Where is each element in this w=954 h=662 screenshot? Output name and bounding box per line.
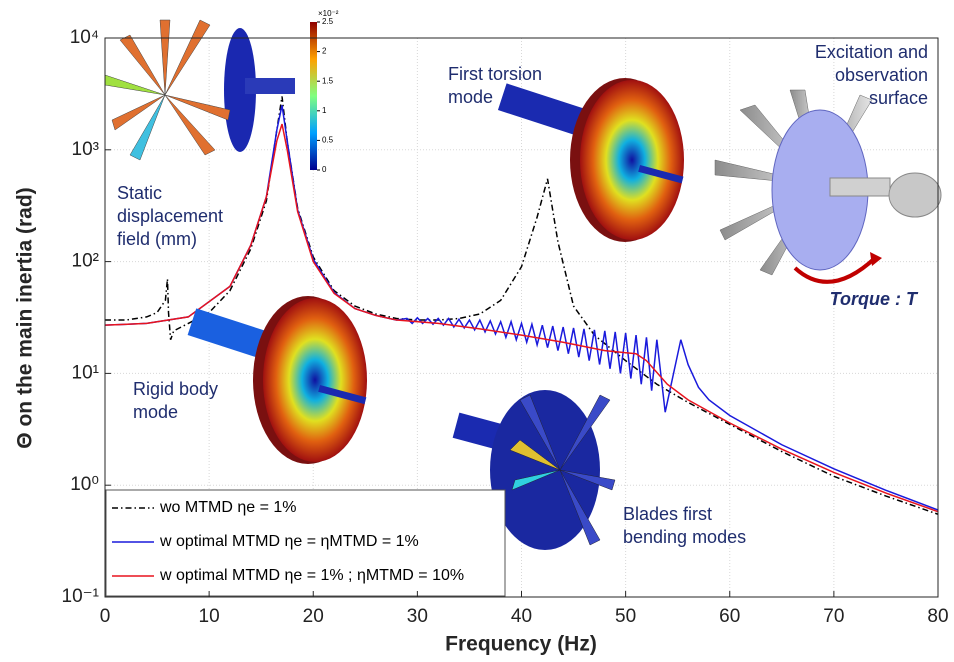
rigid-body-render [187, 296, 367, 464]
x-tick-label: 60 [719, 606, 740, 627]
static-field-render [104, 19, 295, 161]
legend-label: w optimal MTMD ηe = ηMTMD = 1% [159, 533, 419, 550]
lines [104, 96, 939, 515]
blades-render [452, 390, 616, 550]
legend: wo MTMD ηe = 1% w optimal MTMD ηe = ηMTMD… [105, 489, 506, 597]
x-tick-label: 70 [823, 606, 844, 627]
annotation: surface [869, 88, 928, 108]
x-tick-label: 10 [199, 606, 220, 627]
x-tick-label: 0 [100, 606, 111, 627]
x-tick-label: 30 [407, 606, 428, 627]
x-tick-label: 40 [511, 606, 532, 627]
annotation: bending modes [623, 527, 746, 547]
legend-label: w optimal MTMD ηe = 1% ; ηMTMD = 10% [159, 567, 464, 584]
colorbar-tick-label: 1.5 [322, 76, 334, 85]
series-line [104, 123, 939, 513]
annotation: field (mm) [117, 229, 197, 249]
y-axis-label: Θ on the main inertia (rad) [14, 187, 37, 448]
annotation: Static [117, 183, 162, 203]
colorbar-tick-label: 2.5 [322, 17, 334, 26]
y-tick-label: 10² [72, 251, 99, 272]
annotation: Blades first [623, 504, 712, 524]
annotation: mode [448, 87, 493, 107]
y-tick-label: 10⁻¹ [62, 586, 100, 607]
y-tick-label: 10¹ [72, 362, 99, 383]
colorbar-tick-label: 0 [322, 165, 327, 174]
annotation: Torque : T [830, 289, 919, 309]
colorbar-tick-label: 2 [322, 47, 327, 56]
colorbar-tick-label: 1 [322, 106, 327, 115]
x-axis-label: Frequency (Hz) [445, 633, 597, 656]
legend-label: wo MTMD ηe = 1% [159, 499, 296, 516]
y-tick-label: 10⁴ [70, 27, 99, 48]
annotation: mode [133, 402, 178, 422]
excitation-render [714, 89, 942, 284]
colorbar-tick-label: 0.5 [322, 136, 334, 145]
annotation: Excitation and [815, 42, 928, 62]
annotation: observation [835, 65, 928, 85]
annotation: First torsion [448, 64, 542, 84]
x-tick-label: 50 [615, 606, 636, 627]
colorbar-label: ×10⁻² [318, 9, 339, 18]
annotation: displacement [117, 206, 223, 226]
y-tick-label: 10⁰ [70, 474, 99, 495]
torsion-render [497, 78, 684, 242]
x-tick-label: 20 [303, 606, 324, 627]
colorbar [310, 22, 317, 170]
annotation: Rigid body [133, 379, 218, 399]
x-tick-label: 80 [927, 606, 948, 627]
y-tick-label: 10³ [72, 139, 99, 160]
